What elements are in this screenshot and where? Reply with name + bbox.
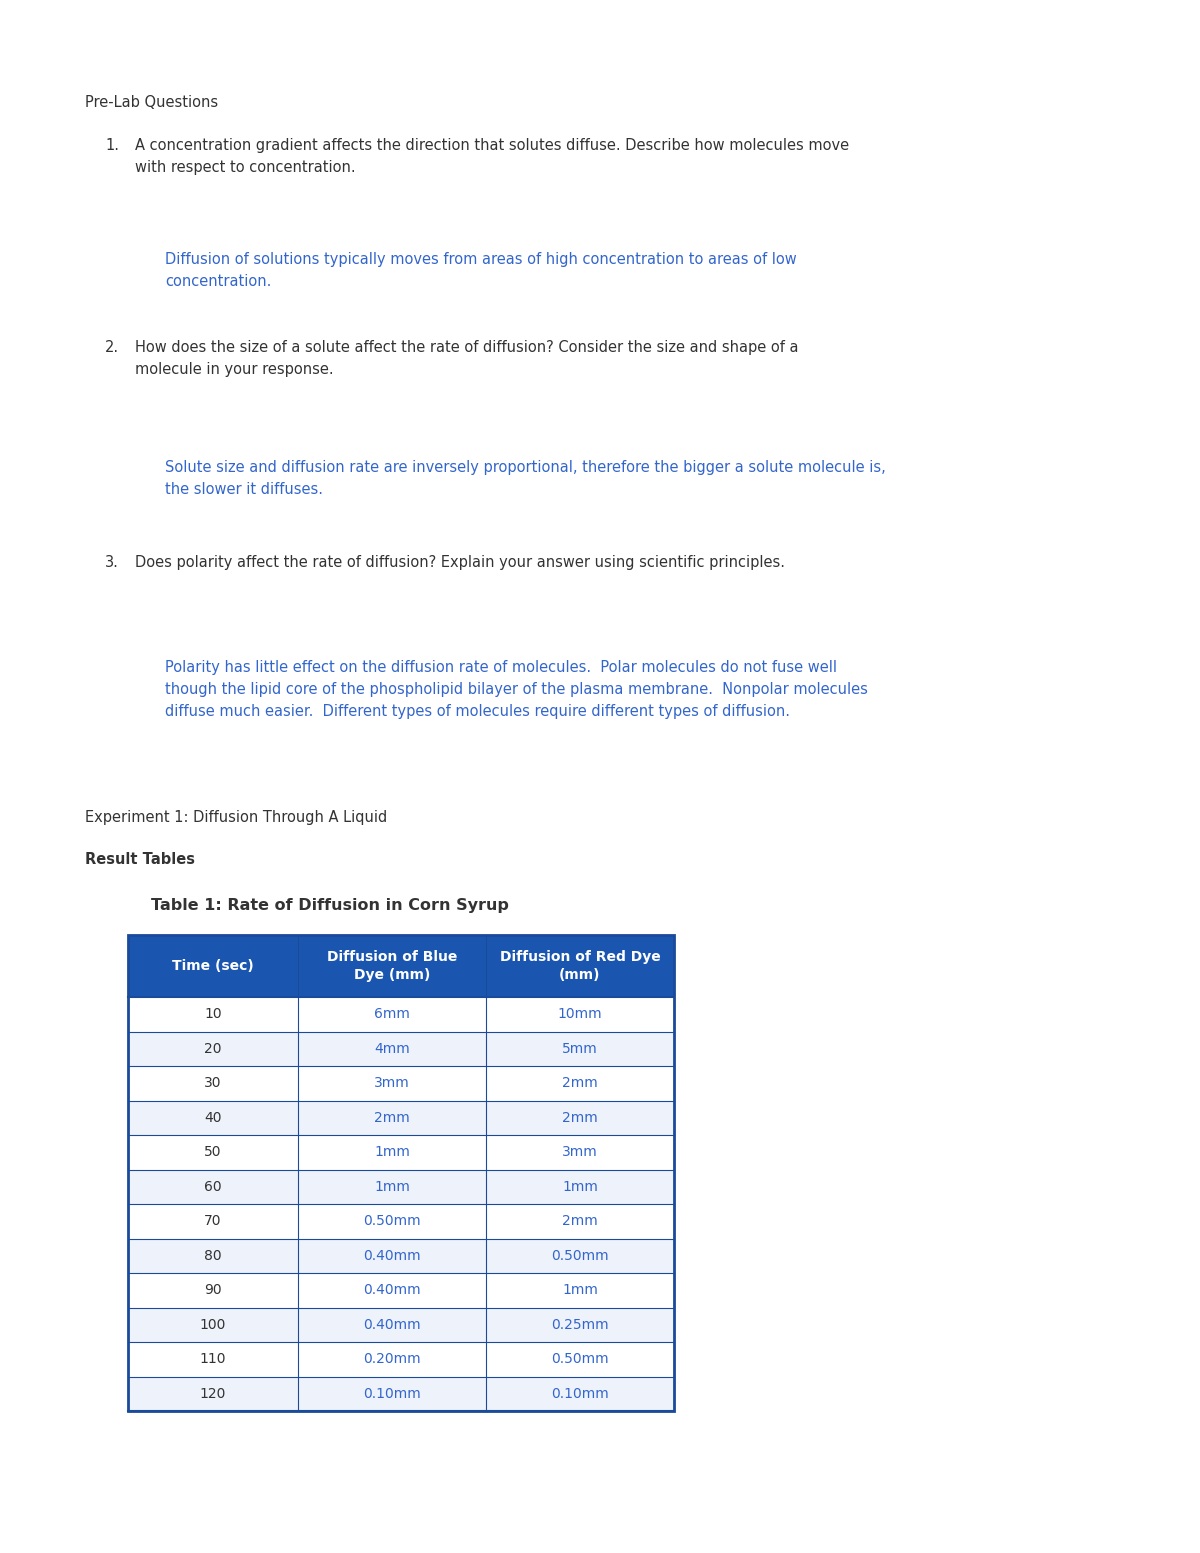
FancyBboxPatch shape [128, 1308, 674, 1342]
Text: 1.: 1. [106, 138, 119, 154]
Text: 0.25mm: 0.25mm [551, 1318, 608, 1332]
Text: Polarity has little effect on the diffusion rate of molecules.  Polar molecules : Polarity has little effect on the diffus… [166, 660, 868, 719]
FancyBboxPatch shape [128, 1101, 674, 1135]
Text: 50: 50 [204, 1145, 222, 1159]
Text: Diffusion of Red Dye
(mm): Diffusion of Red Dye (mm) [499, 950, 660, 981]
Text: 2.: 2. [106, 340, 119, 356]
Text: 0.50mm: 0.50mm [551, 1249, 608, 1263]
Text: 40: 40 [204, 1110, 222, 1124]
Text: 80: 80 [204, 1249, 222, 1263]
FancyBboxPatch shape [128, 1031, 674, 1065]
Text: 120: 120 [200, 1387, 226, 1401]
Text: Diffusion of solutions typically moves from areas of high concentration to areas: Diffusion of solutions typically moves f… [166, 252, 797, 289]
Text: 10: 10 [204, 1008, 222, 1022]
FancyBboxPatch shape [128, 997, 674, 1031]
Text: 100: 100 [200, 1318, 226, 1332]
Text: 0.50mm: 0.50mm [364, 1214, 421, 1228]
FancyBboxPatch shape [128, 1065, 674, 1101]
Text: 70: 70 [204, 1214, 222, 1228]
Text: 110: 110 [199, 1353, 227, 1367]
Text: 0.40mm: 0.40mm [364, 1283, 421, 1297]
Text: 3mm: 3mm [562, 1145, 598, 1159]
Text: 2mm: 2mm [562, 1076, 598, 1090]
Text: Result Tables: Result Tables [85, 853, 194, 867]
FancyBboxPatch shape [128, 1273, 674, 1308]
Text: 4mm: 4mm [374, 1042, 410, 1056]
FancyBboxPatch shape [128, 935, 674, 997]
Text: 60: 60 [204, 1180, 222, 1194]
Text: Solute size and diffusion rate are inversely proportional, therefore the bigger : Solute size and diffusion rate are inver… [166, 460, 886, 497]
Text: 0.40mm: 0.40mm [364, 1249, 421, 1263]
Text: Diffusion of Blue
Dye (mm): Diffusion of Blue Dye (mm) [326, 950, 457, 981]
Text: A concentration gradient affects the direction that solutes diffuse. Describe ho: A concentration gradient affects the dir… [134, 138, 850, 175]
Text: 0.50mm: 0.50mm [551, 1353, 608, 1367]
Text: 5mm: 5mm [562, 1042, 598, 1056]
FancyBboxPatch shape [128, 1342, 674, 1376]
Text: 0.10mm: 0.10mm [364, 1387, 421, 1401]
Text: 3.: 3. [106, 554, 119, 570]
Text: 1mm: 1mm [562, 1283, 598, 1297]
Text: Pre-Lab Questions: Pre-Lab Questions [85, 95, 218, 110]
Text: 90: 90 [204, 1283, 222, 1297]
Text: Time (sec): Time (sec) [172, 960, 254, 974]
Text: 20: 20 [204, 1042, 222, 1056]
Text: 30: 30 [204, 1076, 222, 1090]
Text: 0.40mm: 0.40mm [364, 1318, 421, 1332]
Text: 3mm: 3mm [374, 1076, 410, 1090]
Text: Experiment 1: Diffusion Through A Liquid: Experiment 1: Diffusion Through A Liquid [85, 811, 388, 825]
Text: 2mm: 2mm [562, 1214, 598, 1228]
Text: Does polarity affect the rate of diffusion? Explain your answer using scientific: Does polarity affect the rate of diffusi… [134, 554, 785, 570]
Text: 0.20mm: 0.20mm [364, 1353, 421, 1367]
Text: 1mm: 1mm [562, 1180, 598, 1194]
FancyBboxPatch shape [128, 1376, 674, 1412]
Text: 1mm: 1mm [374, 1145, 410, 1159]
Text: 1mm: 1mm [374, 1180, 410, 1194]
Text: 2mm: 2mm [374, 1110, 410, 1124]
Text: 0.10mm: 0.10mm [551, 1387, 608, 1401]
FancyBboxPatch shape [128, 1238, 674, 1273]
FancyBboxPatch shape [128, 1135, 674, 1169]
Text: How does the size of a solute affect the rate of diffusion? Consider the size an: How does the size of a solute affect the… [134, 340, 798, 377]
Text: 6mm: 6mm [374, 1008, 410, 1022]
FancyBboxPatch shape [128, 1204, 674, 1238]
FancyBboxPatch shape [128, 1169, 674, 1204]
Text: 2mm: 2mm [562, 1110, 598, 1124]
Text: Table 1: Rate of Diffusion in Corn Syrup: Table 1: Rate of Diffusion in Corn Syrup [151, 898, 509, 913]
Text: 10mm: 10mm [558, 1008, 602, 1022]
